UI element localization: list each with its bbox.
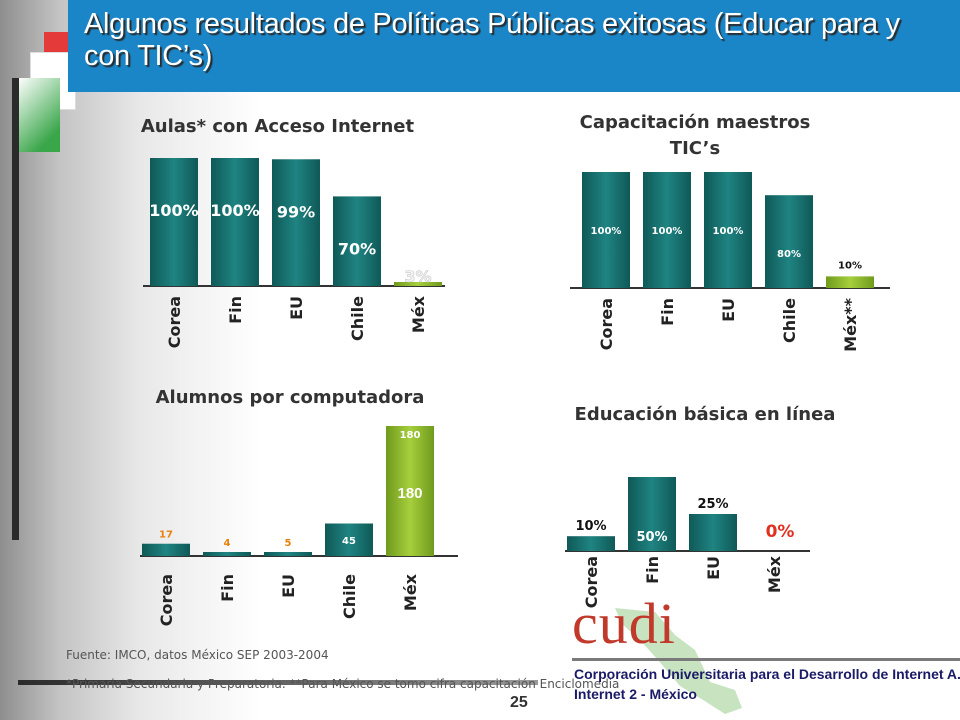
decorative-green-square — [18, 78, 60, 152]
decorative-vertical-line — [12, 78, 19, 540]
mexico-map-icon — [615, 608, 742, 714]
value-label-2-3: 45 — [342, 536, 356, 547]
category-label-3-1: Fin — [643, 556, 662, 584]
category-label-0-0: Corea — [165, 296, 184, 348]
bar-1-fin — [643, 172, 691, 288]
value-label-0-1: 100% — [210, 201, 259, 220]
chart-title-alumnos: Alumnos por computadora — [155, 387, 425, 408]
extra-value-label-2: 180 — [397, 485, 422, 502]
category-label-1-4: Méx** — [841, 297, 860, 351]
category-label-2-4: Méx — [401, 573, 420, 611]
logo-line-1: Corporación Universitaria para el Desarr… — [574, 666, 960, 682]
category-label-3-0: Corea — [582, 556, 601, 608]
bar-1-chile — [765, 195, 813, 288]
logo-underline — [572, 658, 960, 661]
logo-line-2: Internet 2 - México — [574, 686, 697, 702]
decorative-horizontal-line — [18, 680, 538, 685]
category-label-2-2: EU — [279, 574, 298, 598]
category-label-0-4: Méx — [409, 295, 428, 333]
bar-0-fin — [211, 158, 259, 286]
category-label-0-3: Chile — [348, 296, 367, 341]
value-label-2-2: 5 — [285, 538, 292, 549]
bar-2-chile — [325, 523, 373, 556]
cudi-logo-text: cudi — [572, 591, 676, 656]
value-label-0-0: 100% — [149, 201, 198, 220]
bar-0-mx — [394, 282, 442, 286]
bar-3-fin — [628, 477, 676, 551]
bar-0-chile — [333, 196, 381, 286]
category-label-3-2: EU — [704, 556, 723, 580]
value-label-2-0: 17 — [159, 530, 173, 541]
value-label-2-1: 4 — [224, 538, 231, 549]
bar-2-eu — [264, 552, 312, 556]
title-bar — [68, 0, 960, 92]
value-label-3-3: 0% — [766, 522, 795, 542]
bar-1-corea — [582, 172, 630, 288]
bar-2-corea — [142, 543, 190, 556]
bar-3-corea — [567, 536, 615, 551]
value-label-1-4: 10% — [838, 260, 862, 271]
category-label-0-1: Fin — [226, 296, 245, 324]
category-label-2-0: Corea — [157, 574, 176, 626]
category-label-2-1: Fin — [218, 574, 237, 602]
category-label-1-0: Corea — [597, 298, 616, 350]
value-label-3-1: 50% — [636, 530, 667, 545]
value-label-0-3: 70% — [338, 239, 376, 258]
bar-0-corea — [150, 158, 198, 286]
category-label-0-2: EU — [287, 296, 306, 320]
value-label-1-1: 100% — [652, 226, 683, 237]
category-label-1-3: Chile — [780, 298, 799, 343]
value-label-1-2: 100% — [713, 226, 744, 237]
value-label-1-3: 80% — [777, 249, 801, 260]
bar-1-eu — [704, 172, 752, 288]
source-note: Fuente: IMCO, datos México SEP 2003-2004 — [66, 648, 329, 662]
page-number: 25 — [510, 694, 528, 711]
value-label-3-2: 25% — [697, 497, 728, 512]
bar-3-eu — [689, 514, 737, 551]
value-label-2-4: 180 — [400, 430, 421, 441]
category-label-2-3: Chile — [340, 574, 359, 619]
chart-title-aulas: Aulas* con Acceso Internet — [140, 116, 415, 137]
value-label-3-0: 10% — [575, 519, 606, 534]
value-label-1-0: 100% — [591, 226, 622, 237]
bar-0-eu — [272, 159, 320, 286]
page-title: Algunos resultados de Políticas Públicas… — [84, 8, 900, 72]
chart-title-capacitacion: Capacitación maestros TIC’s — [579, 112, 811, 159]
cudi-logo: cudi Corporación Universitaria para el D… — [560, 590, 960, 718]
chart-title-educacion: Educación básica en línea — [574, 404, 836, 425]
value-label-0-2: 99% — [277, 202, 315, 221]
bar-1-mx — [826, 276, 874, 288]
footnote: *Primaria Secundaria y Preparatoria. **P… — [66, 677, 620, 691]
category-label-1-2: EU — [719, 298, 738, 322]
value-label-0-4: 3% — [404, 267, 431, 286]
category-label-1-1: Fin — [658, 298, 677, 326]
bar-2-fin — [203, 552, 251, 556]
bar-2-mx — [386, 426, 434, 556]
category-label-3-3: Méx — [765, 555, 784, 593]
